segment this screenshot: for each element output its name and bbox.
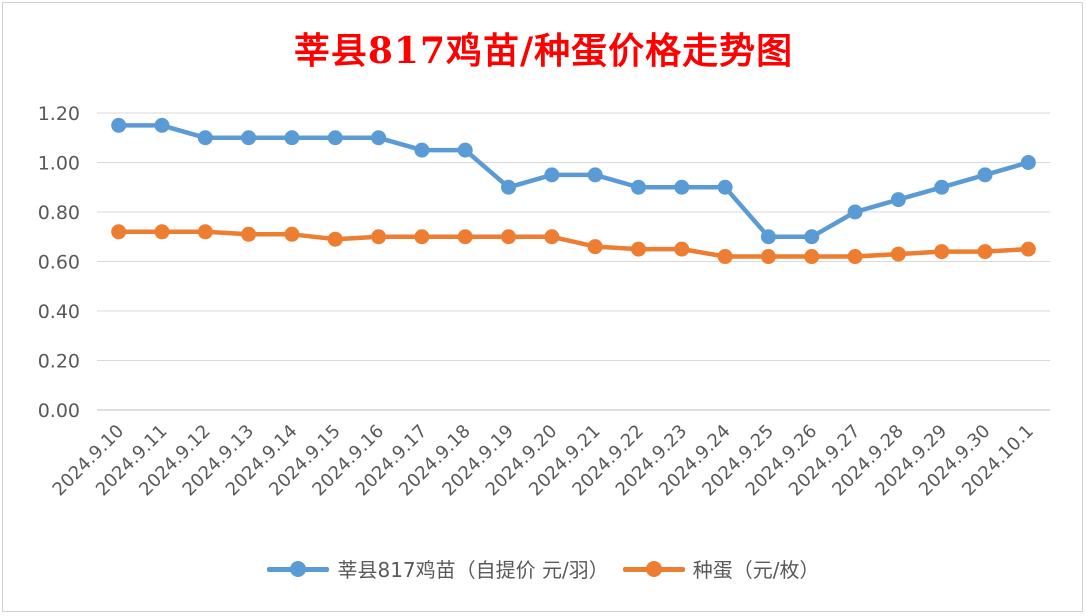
data-point	[587, 239, 603, 255]
data-point	[1020, 155, 1036, 170]
data-point	[284, 130, 300, 146]
data-point	[934, 179, 950, 195]
data-point	[371, 229, 387, 245]
data-point	[327, 231, 343, 247]
chart-legend: 莘县817鸡苗（自提价 元/羽） 种蛋（元/枚）	[0, 554, 1087, 583]
data-point	[804, 249, 820, 265]
data-point	[197, 130, 213, 146]
data-point	[197, 224, 213, 240]
data-point	[501, 229, 517, 245]
y-tick-label: 0.80	[38, 202, 80, 224]
data-point	[414, 229, 430, 245]
y-tick-label: 1.00	[38, 153, 80, 175]
data-point	[241, 226, 257, 242]
data-point	[284, 226, 300, 242]
data-point	[414, 142, 430, 158]
data-point	[327, 130, 343, 146]
data-point	[717, 179, 733, 195]
data-point	[934, 244, 950, 260]
y-tick-label: 0.60	[38, 252, 80, 274]
data-point	[890, 192, 906, 208]
data-point	[890, 246, 906, 262]
data-point	[154, 117, 170, 133]
data-point	[847, 204, 863, 220]
data-point	[371, 130, 387, 146]
data-point	[977, 167, 993, 183]
data-point	[111, 224, 127, 240]
legend-swatch-egg	[622, 559, 685, 579]
data-point	[544, 229, 560, 245]
data-point	[717, 249, 733, 265]
data-point	[241, 130, 257, 146]
y-tick-label: 0.20	[38, 351, 80, 373]
data-point	[977, 244, 993, 260]
data-point	[847, 249, 863, 265]
data-point	[674, 179, 690, 195]
data-point	[457, 142, 473, 158]
y-tick-label: 0.40	[38, 301, 80, 323]
data-point	[457, 229, 473, 245]
data-point	[804, 229, 820, 245]
data-point	[544, 167, 560, 183]
data-point	[760, 229, 776, 245]
data-point	[587, 167, 603, 183]
data-point	[1020, 241, 1036, 257]
series-line-0	[116, 123, 1031, 240]
y-tick-label: 0.00	[38, 400, 80, 422]
legend-item-chick: 莘县817鸡苗（自提价 元/羽）	[267, 554, 609, 583]
data-point	[674, 241, 690, 257]
data-point	[760, 249, 776, 265]
legend-label-egg: 种蛋（元/枚）	[692, 558, 820, 582]
series-line-1	[116, 229, 1031, 259]
legend-label-chick: 莘县817鸡苗（自提价 元/羽）	[337, 558, 609, 582]
data-point	[630, 241, 646, 257]
data-point	[630, 179, 646, 195]
data-point	[111, 117, 127, 133]
data-point	[154, 224, 170, 240]
chart-title: 莘县817鸡苗/种蛋价格走势图	[293, 30, 794, 72]
y-tick-label: 1.20	[38, 103, 80, 125]
legend-swatch-chick	[267, 559, 330, 579]
legend-item-egg: 种蛋（元/枚）	[622, 554, 820, 583]
data-point	[501, 179, 517, 195]
